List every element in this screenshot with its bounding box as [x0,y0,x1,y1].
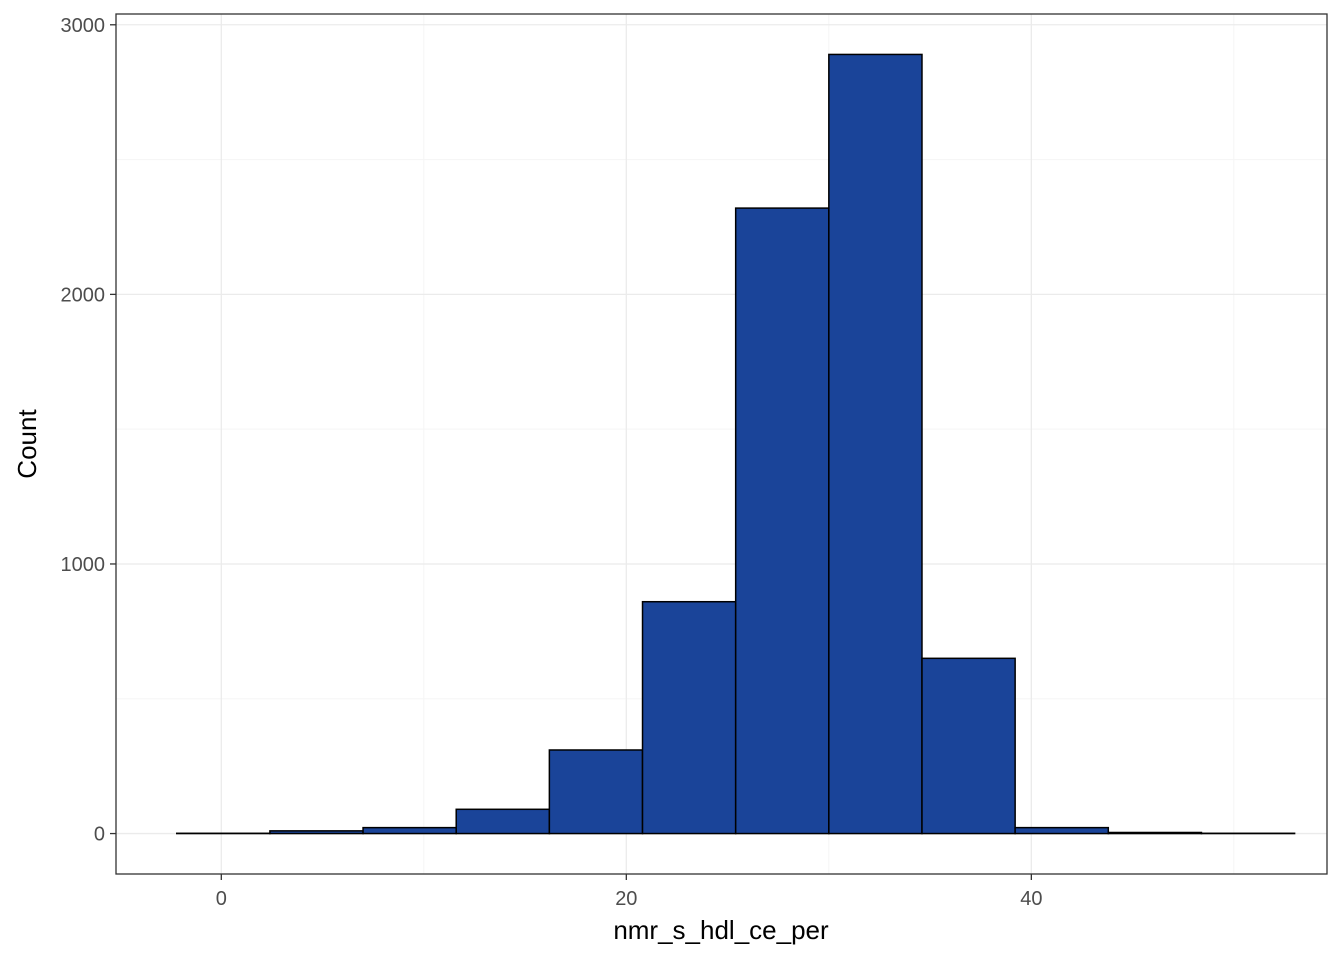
histogram-bar [269,830,364,835]
y-axis-title: Count [12,409,42,479]
histogram-bar [548,749,644,835]
histogram-bar [1107,831,1203,835]
x-axis-ticks: 0 20 40 [216,874,1042,910]
y-tick-label: 1000 [61,554,106,576]
y-tick-label: 0 [94,824,105,846]
histogram-bar [362,826,457,835]
panel-border [115,13,1328,875]
histogram-bar [828,53,923,835]
x-tick-label: 0 [216,888,227,910]
histogram-bar [455,808,551,835]
x-axis-title: nmr_s_hdl_ce_per [613,915,829,945]
y-tick-label: 2000 [61,284,106,306]
y-tick-label: 3000 [61,15,106,37]
histogram-bar [921,657,1016,835]
histogram-bars [176,53,1296,835]
x-tick-label: 40 [1020,888,1042,910]
histogram-bar [641,600,737,835]
histogram-bar [1014,826,1110,835]
histogram-bar [734,207,830,835]
x-tick-label: 20 [615,888,637,910]
y-axis-ticks: 0 1000 2000 3000 [61,15,116,846]
